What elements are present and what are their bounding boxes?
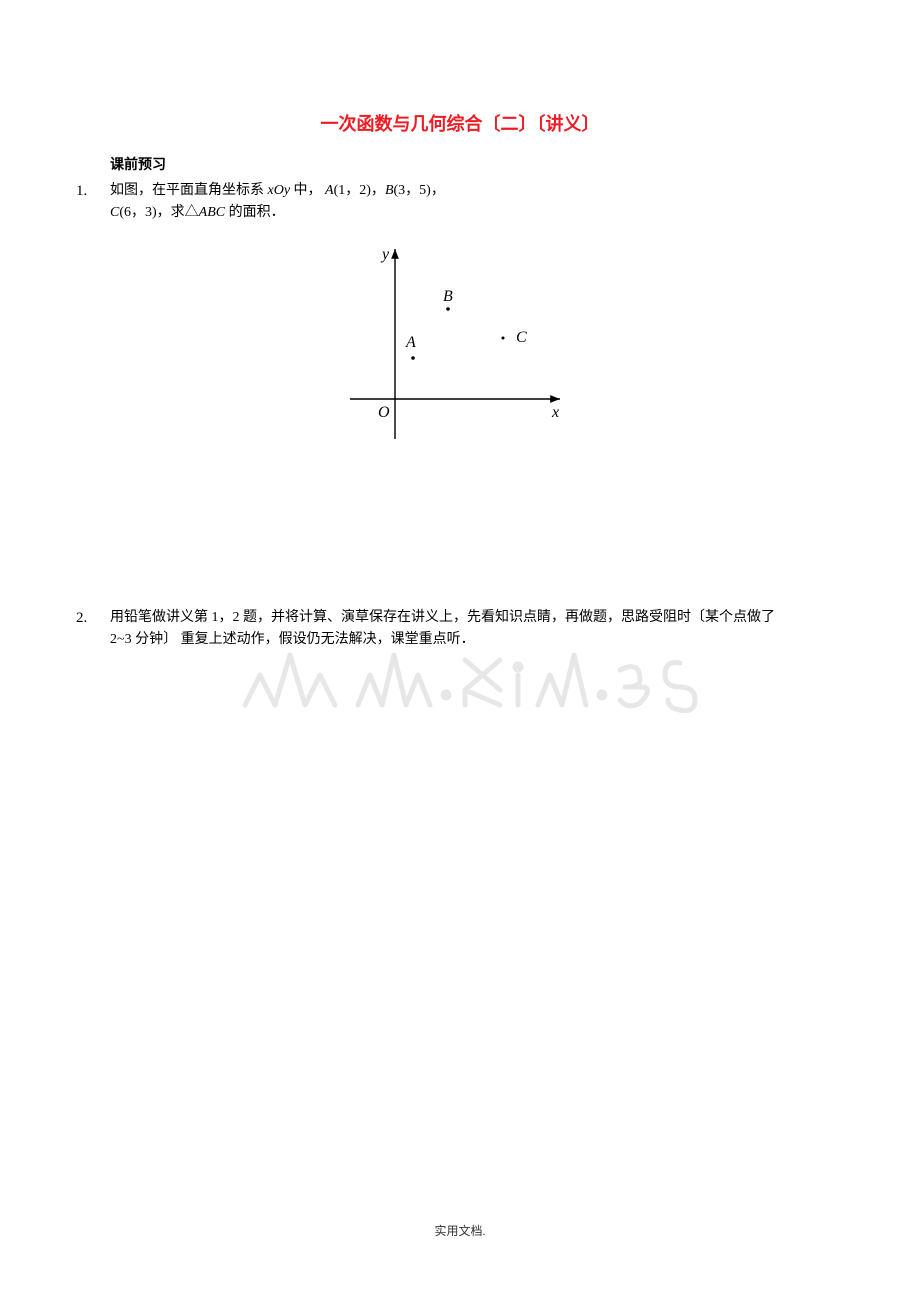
p1-suffix: 的面积．: [225, 205, 285, 220]
p1-C-coords: (6，3)，求△: [119, 205, 198, 220]
svg-text:C: C: [516, 329, 527, 346]
svg-text:x: x: [551, 404, 559, 421]
problem-2-content: 用铅笔做讲义第 1，2 题，并将计算、演草保存在讲义上，先看知识点睛，再做题，思…: [110, 607, 790, 650]
p1-A-coords: (1，2)，: [334, 183, 385, 198]
svg-text:B: B: [443, 288, 453, 305]
coordinate-graph: y x O A B C: [330, 239, 570, 459]
page-title: 一次函数与几何综合〔二〕〔讲义〕: [0, 0, 920, 154]
svg-text:A: A: [405, 334, 416, 351]
p1-l1-prefix: 如图，在平面直角坐标系: [110, 183, 268, 198]
p1-B-coords: (3，5)，: [394, 183, 445, 198]
p1-A: A: [325, 183, 334, 198]
p1-C: C: [110, 205, 119, 220]
svg-text:O: O: [378, 404, 390, 421]
p1-l1-mid: 中，: [290, 183, 325, 198]
problem-1: 1. 如图，在平面直角坐标系 xOy 中， A(1，2)，B(3，5)， C(6…: [0, 180, 920, 477]
graph-container: y x O A B C: [110, 239, 790, 467]
problem-2: 2. 用铅笔做讲义第 1，2 题，并将计算、演草保存在讲义上，先看知识点睛，再做…: [0, 607, 920, 650]
problem-1-content: 如图，在平面直角坐标系 xOy 中， A(1，2)，B(3，5)， C(6，3)…: [110, 180, 790, 477]
section-heading: 课前预习: [0, 154, 920, 180]
p1-ABC: ABC: [199, 205, 225, 220]
svg-text:y: y: [380, 246, 390, 263]
problem-number-2: 2.: [76, 607, 110, 650]
p1-B: B: [385, 183, 394, 198]
page-footer: 实用文档.: [0, 1222, 920, 1239]
problem-number-1: 1.: [76, 180, 110, 477]
p1-xoy: xOy: [268, 183, 291, 198]
